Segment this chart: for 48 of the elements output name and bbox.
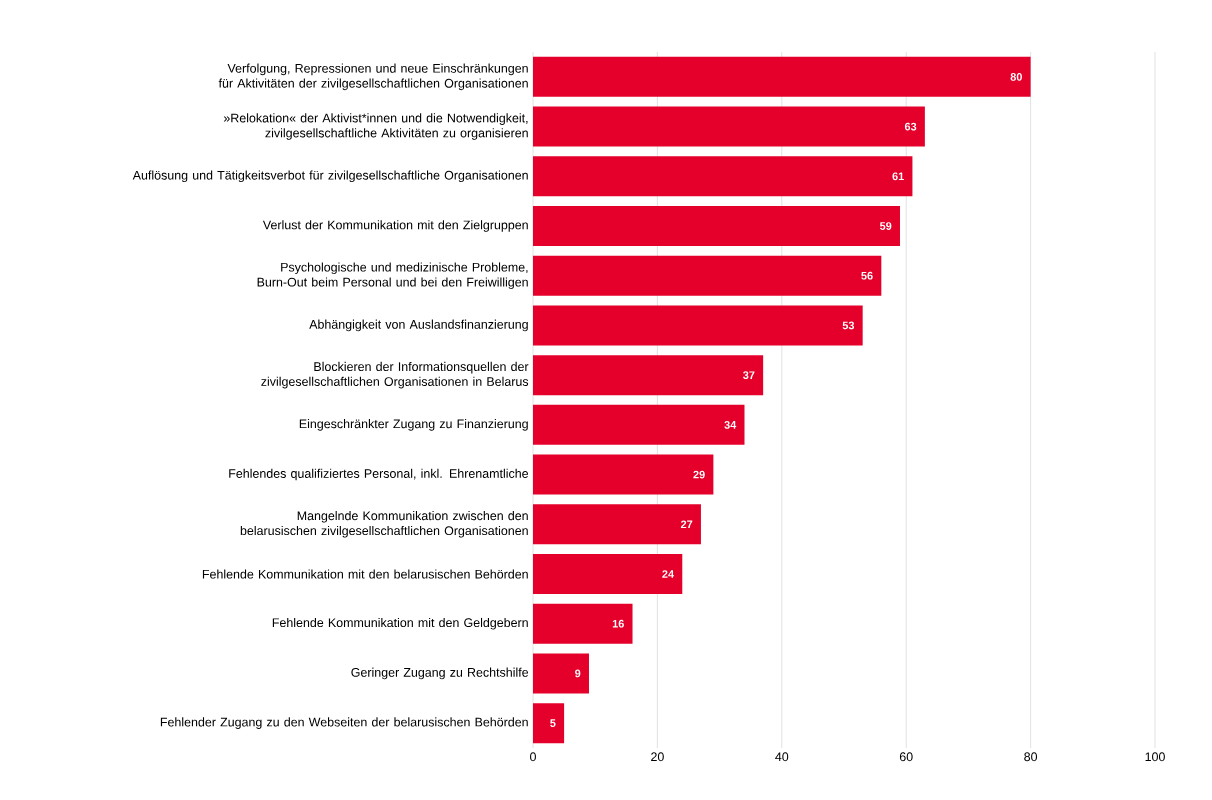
data-label: 59	[879, 222, 892, 230]
bar	[533, 504, 701, 545]
y-tick-label: Fehlendes qualifiziertes Personal, inkl. Ehrenamtliche	[229, 468, 529, 481]
bar	[533, 703, 565, 744]
bar	[533, 454, 714, 495]
y-tick-label: Geringer Zugang zu Rechtshilfe	[351, 667, 529, 680]
data-label: 53	[842, 321, 855, 330]
y-tick-label: »Relokation« der Aktivist*innen und die Notwendigkeit, zivilgesellschaftliche Aktivitäten zu organisieren	[223, 113, 528, 140]
y-tick-label: Verfolgung, Repressionen und neue Einschränkungen für Aktivitäten der zivilgesellschaftlichen Organisationen	[218, 63, 528, 91]
bar	[533, 206, 900, 246]
y-tick-label: Verlust der Kommunikation mit den Zielgruppen	[262, 220, 528, 232]
data-label: 37	[743, 371, 755, 380]
x-tick-label: 60	[899, 752, 913, 762]
y-tick-label: Fehlender Zugang zu den Webseiten der belarusischen Behörden	[160, 717, 528, 729]
data-label: 9	[575, 669, 581, 678]
y-tick-label: Mangelnde Kommunikation zwischen den belarusischen zivilgesellschaftlichen Organisationen	[240, 511, 528, 538]
bar	[533, 355, 764, 396]
bar	[533, 603, 633, 644]
data-label: 5	[550, 719, 556, 727]
bar	[533, 156, 913, 197]
y-tick-label: Auflösung und Tätigkeitsverbot für zivilgesellschaftliche Organisationen	[132, 170, 528, 183]
data-label: 27	[680, 520, 693, 529]
data-label: 34	[724, 420, 737, 429]
bar	[533, 404, 745, 445]
y-tick-label: Fehlende Kommunikation mit den Geldgebern	[272, 617, 528, 630]
bar	[533, 653, 589, 694]
data-label: 56	[861, 271, 873, 280]
y-tick-label: Blockieren der Informationsquellen der zivilgesellschaftlichen Organisationen in Belarus	[261, 361, 529, 389]
data-label: 24	[662, 570, 675, 578]
bar	[533, 106, 925, 147]
x-tick-label: 100	[1145, 752, 1165, 762]
x-tick-label: 20	[651, 752, 664, 762]
x-tick-label: 0	[530, 752, 536, 762]
bar	[533, 56, 1031, 97]
bar	[533, 554, 683, 595]
y-tick-label: Psychologische und medizinische Probleme, Burn-Out beim Personal und bei den Freiwilligen	[257, 262, 528, 289]
y-tick-label: Abhängigkeit von Auslandsfinanzierung	[309, 319, 528, 332]
y-tick-label: Fehlende Kommunikation mit den belarusischen Behörden	[202, 569, 528, 579]
y-tick-label: Eingeschränkter Zugang zu Finanzierung	[299, 419, 528, 431]
data-label: 16	[612, 619, 624, 628]
data-label: 63	[904, 122, 917, 131]
x-tick-label: 80	[1024, 752, 1038, 762]
x-tick-label: 40	[775, 752, 789, 762]
bar	[533, 305, 863, 346]
data-label: 80	[1010, 72, 1022, 81]
data-label: 29	[693, 470, 705, 479]
data-label: 61	[892, 172, 904, 181]
bar	[533, 255, 882, 296]
